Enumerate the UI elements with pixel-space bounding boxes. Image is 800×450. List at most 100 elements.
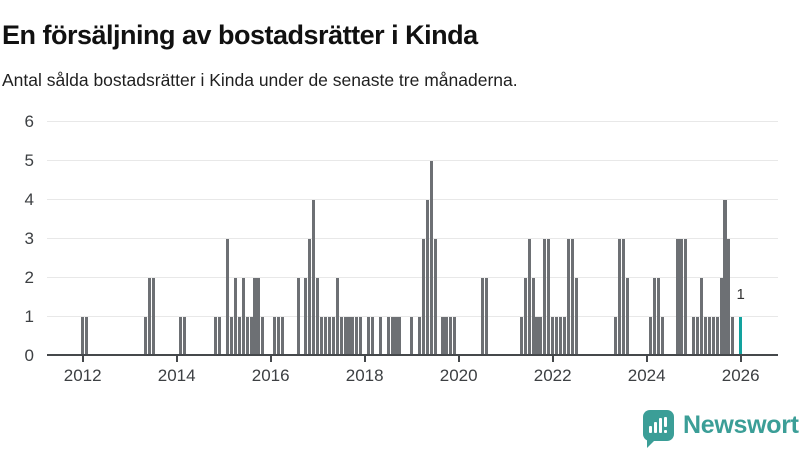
- bar: [316, 277, 320, 356]
- bar: [233, 277, 237, 356]
- x-axis-tick-label: 2020: [439, 366, 478, 385]
- bar: [613, 316, 617, 356]
- bar: [731, 316, 735, 356]
- y-gridline: [47, 159, 778, 162]
- x-axis-tick-mark: [81, 356, 84, 362]
- bar: [555, 316, 559, 356]
- x-axis-tick-mark: [175, 356, 178, 362]
- bar: [81, 316, 85, 356]
- bar: [719, 277, 723, 356]
- x-axis-tick-label: 2026: [721, 366, 760, 385]
- bar: [417, 316, 422, 356]
- bar: [484, 277, 488, 356]
- bar: [449, 316, 453, 356]
- bar: [355, 316, 359, 356]
- bar: [343, 316, 347, 356]
- bar: [226, 238, 230, 356]
- bar: [304, 277, 308, 356]
- bar: [237, 316, 241, 356]
- x-axis-tick-mark: [457, 356, 460, 362]
- bar: [703, 316, 707, 356]
- bar: [660, 316, 664, 356]
- x-axis-line: [47, 354, 778, 356]
- y-axis-tick-label: 1: [24, 307, 34, 326]
- bar: [249, 316, 253, 356]
- bar: [574, 277, 578, 356]
- x-axis-tick-label: 2018: [345, 366, 384, 385]
- newsworthy-bar-chart-icon: [643, 410, 674, 448]
- bar: [386, 316, 390, 356]
- bar: [656, 277, 660, 356]
- y-gridline: [47, 198, 778, 201]
- bar: [296, 277, 300, 356]
- bar: [480, 277, 484, 356]
- bar: [551, 316, 555, 356]
- bar: [273, 316, 277, 356]
- bar: [257, 277, 261, 356]
- bar: [370, 316, 375, 356]
- last-value-label: 1: [736, 286, 745, 303]
- bar: [696, 316, 700, 356]
- x-axis-tick-mark: [551, 356, 554, 362]
- bar: [453, 316, 457, 356]
- bar: [351, 316, 355, 356]
- bar: [410, 316, 414, 356]
- bar: [539, 316, 543, 356]
- newsworthy-logo: Newsworthy: [643, 410, 800, 448]
- bar: [727, 238, 731, 356]
- bar: [625, 277, 629, 356]
- bar: [327, 316, 331, 356]
- bar: [421, 238, 425, 356]
- bar: [331, 316, 335, 356]
- bar: [339, 316, 343, 356]
- bar: [531, 277, 535, 356]
- bar: [214, 316, 218, 356]
- bar: [218, 316, 222, 356]
- y-axis-tick-label: 6: [24, 112, 34, 131]
- x-axis-tick-mark: [363, 356, 366, 362]
- bar: [261, 316, 265, 356]
- bar: [245, 316, 249, 356]
- bar: [390, 316, 394, 356]
- bar: [535, 316, 539, 356]
- bar: [684, 238, 688, 356]
- bar: [652, 277, 657, 356]
- bar: [308, 238, 312, 356]
- bar: [649, 316, 653, 356]
- bar: [335, 277, 339, 356]
- chart-title: En försäljning av bostadsrätter i Kinda: [2, 20, 478, 51]
- highlighted-bar: [739, 316, 743, 356]
- x-axis-tick-label: 2014: [157, 366, 196, 385]
- bar: [543, 238, 547, 356]
- bar: [85, 316, 89, 356]
- y-axis-tick-label: 5: [24, 151, 34, 170]
- bar: [323, 316, 328, 356]
- newsworthy-logo-text: Newsworthy: [683, 411, 800, 439]
- bar: [241, 277, 245, 356]
- x-axis-tick-mark: [739, 356, 742, 362]
- bar: [527, 238, 531, 356]
- bar: [253, 277, 257, 356]
- bar: [179, 316, 183, 356]
- bar: [523, 277, 527, 356]
- bar: [143, 316, 147, 356]
- y-axis-tick-label: 4: [24, 190, 34, 209]
- bar: [359, 316, 363, 356]
- bar: [429, 160, 433, 356]
- chart-subtitle: Antal sålda bostadsrätter i Kinda under …: [2, 70, 518, 90]
- bar: [519, 316, 523, 356]
- bar: [182, 316, 187, 356]
- bar: [347, 316, 351, 356]
- bar: [676, 238, 680, 356]
- y-gridline: [47, 276, 778, 279]
- bar: [570, 238, 574, 356]
- y-gridline: [47, 120, 778, 123]
- x-axis-tick-label: 2024: [627, 366, 666, 385]
- y-axis-tick-label: 2: [24, 268, 34, 287]
- bar: [280, 316, 284, 356]
- bar: [147, 277, 151, 356]
- bar: [711, 316, 715, 356]
- bar: [547, 238, 551, 356]
- bar: [445, 316, 449, 356]
